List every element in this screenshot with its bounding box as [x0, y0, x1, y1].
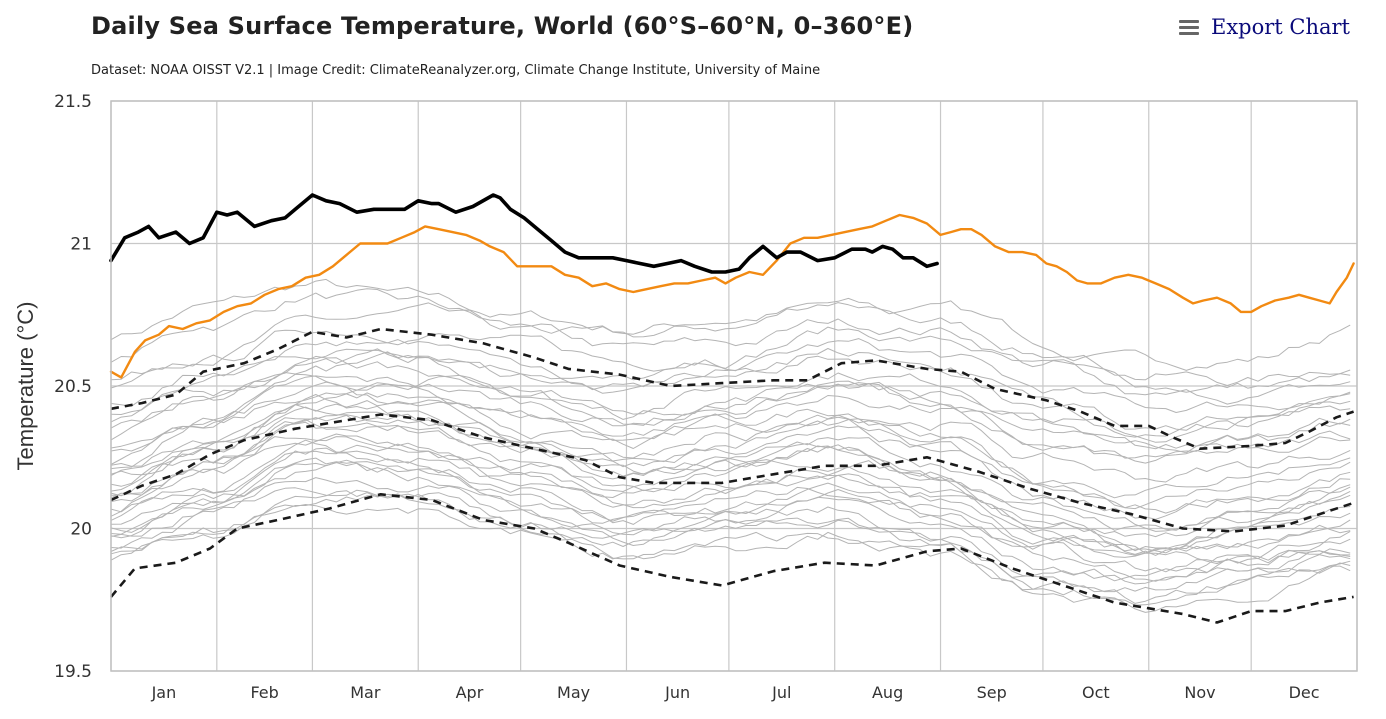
y-tick-label: 20.5	[54, 377, 92, 397]
x-tick-label: Sep	[977, 683, 1007, 702]
chart-subtitle: Dataset: NOAA OISST V2.1 | Image Credit:…	[91, 63, 821, 78]
historical-year-line	[110, 404, 1351, 510]
historical-year-line	[110, 394, 1351, 552]
x-tick-label: Aug	[872, 683, 903, 702]
chart-title: Daily Sea Surface Temperature, World (60…	[91, 12, 914, 40]
historical-year-line	[110, 447, 1351, 566]
historical-year-line	[111, 421, 1351, 531]
historical-years-lines	[110, 278, 1351, 613]
historical-year-line	[110, 493, 1351, 606]
historical-year-line	[110, 355, 1351, 459]
series-line-mean-2	[110, 492, 1354, 624]
historical-year-line	[110, 487, 1351, 593]
plot-frame	[110, 100, 1358, 672]
historical-year-line	[110, 457, 1351, 573]
historical-year-line	[110, 462, 1351, 582]
main-series-lines	[109, 193, 1355, 624]
historical-year-line	[110, 373, 1351, 454]
x-tick-label: Jul	[771, 683, 791, 702]
historical-year-line	[110, 302, 1351, 393]
y-tick-label: 21	[70, 235, 92, 255]
historical-year-line	[110, 413, 1351, 532]
historical-year-line	[110, 348, 1351, 438]
x-tick-label: Mar	[350, 683, 381, 702]
y-tick-label: 19.5	[54, 662, 92, 682]
historical-year-line	[110, 504, 1351, 613]
y-axis-label: Temperature (°C)	[13, 302, 38, 471]
export-chart-label: Export Chart	[1210, 15, 1350, 39]
x-tick-label: Apr	[456, 683, 484, 702]
x-tick-label: Oct	[1082, 683, 1110, 702]
historical-year-line	[110, 477, 1351, 582]
x-tick-label: Nov	[1184, 683, 1215, 702]
historical-year-line	[110, 444, 1351, 554]
x-tick-label: Feb	[250, 683, 278, 702]
series-line-2023	[109, 213, 1355, 379]
series-line-1982-2011-mean	[110, 413, 1355, 533]
y-tick-label: 21.5	[54, 92, 92, 112]
historical-year-line	[110, 381, 1351, 520]
historical-year-line	[110, 392, 1351, 483]
historical-year-line	[110, 351, 1351, 443]
series-line-2024	[109, 193, 939, 274]
export-chart-button[interactable]: Export Chart	[1178, 15, 1350, 39]
historical-year-line	[110, 490, 1351, 604]
historical-year-line	[110, 339, 1351, 431]
series-line-mean-2	[110, 327, 1355, 451]
historical-year-line	[110, 278, 1351, 371]
y-axis-ticks: 19.5 20 20.5 21 21.5	[54, 92, 92, 682]
x-tick-label: Jan	[151, 683, 177, 702]
historical-year-line	[110, 375, 1351, 453]
x-tick-label: Jun	[664, 683, 690, 702]
historical-year-line	[110, 288, 1351, 386]
x-tick-label: May	[557, 683, 590, 702]
historical-year-line	[110, 419, 1351, 556]
hamburger-menu-icon	[1178, 19, 1199, 35]
historical-year-line	[110, 383, 1351, 465]
x-tick-label: Dec	[1289, 683, 1320, 702]
grid-lines	[110, 100, 1358, 672]
y-tick-label: 20	[70, 520, 92, 540]
historical-year-line	[110, 459, 1351, 585]
x-axis-ticks: Jan Feb Mar Apr May Jun Jul Aug Sep Oct Nov Dec	[151, 683, 1320, 702]
